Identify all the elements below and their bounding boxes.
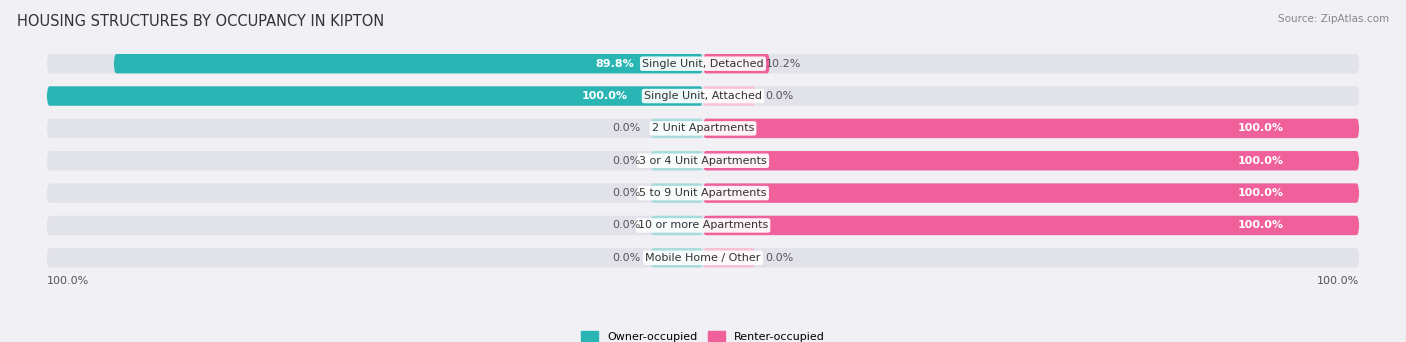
FancyBboxPatch shape (46, 86, 1360, 106)
FancyBboxPatch shape (46, 183, 1360, 203)
Text: 5 to 9 Unit Apartments: 5 to 9 Unit Apartments (640, 188, 766, 198)
FancyBboxPatch shape (703, 183, 1360, 203)
FancyBboxPatch shape (651, 216, 703, 235)
Text: Single Unit, Attached: Single Unit, Attached (644, 91, 762, 101)
FancyBboxPatch shape (651, 248, 703, 267)
Text: 0.0%: 0.0% (613, 188, 641, 198)
FancyBboxPatch shape (46, 86, 703, 106)
Text: 10 or more Apartments: 10 or more Apartments (638, 221, 768, 231)
Text: 100.0%: 100.0% (1237, 188, 1284, 198)
Text: Single Unit, Detached: Single Unit, Detached (643, 59, 763, 69)
FancyBboxPatch shape (703, 248, 755, 267)
Text: 3 or 4 Unit Apartments: 3 or 4 Unit Apartments (640, 156, 766, 166)
Text: 0.0%: 0.0% (613, 253, 641, 263)
FancyBboxPatch shape (651, 119, 703, 138)
FancyBboxPatch shape (46, 248, 1360, 267)
FancyBboxPatch shape (46, 54, 1360, 74)
Legend: Owner-occupied, Renter-occupied: Owner-occupied, Renter-occupied (581, 331, 825, 342)
Text: Source: ZipAtlas.com: Source: ZipAtlas.com (1278, 14, 1389, 24)
FancyBboxPatch shape (46, 151, 1360, 170)
Text: 2 Unit Apartments: 2 Unit Apartments (652, 123, 754, 133)
FancyBboxPatch shape (703, 86, 755, 106)
Text: 100.0%: 100.0% (1237, 156, 1284, 166)
Text: 0.0%: 0.0% (613, 221, 641, 231)
FancyBboxPatch shape (703, 54, 770, 74)
Text: 0.0%: 0.0% (765, 253, 793, 263)
FancyBboxPatch shape (703, 119, 1360, 138)
Text: 100.0%: 100.0% (1237, 123, 1284, 133)
FancyBboxPatch shape (703, 216, 1360, 235)
Text: 100.0%: 100.0% (1317, 276, 1360, 286)
Text: HOUSING STRUCTURES BY OCCUPANCY IN KIPTON: HOUSING STRUCTURES BY OCCUPANCY IN KIPTO… (17, 14, 384, 29)
FancyBboxPatch shape (114, 54, 703, 74)
FancyBboxPatch shape (651, 151, 703, 170)
Text: 0.0%: 0.0% (765, 91, 793, 101)
Text: 10.2%: 10.2% (765, 59, 800, 69)
Text: 89.8%: 89.8% (595, 59, 634, 69)
Text: 100.0%: 100.0% (582, 91, 627, 101)
Text: Mobile Home / Other: Mobile Home / Other (645, 253, 761, 263)
FancyBboxPatch shape (46, 119, 1360, 138)
FancyBboxPatch shape (651, 183, 703, 203)
Text: 100.0%: 100.0% (1237, 221, 1284, 231)
Text: 0.0%: 0.0% (613, 123, 641, 133)
Text: 100.0%: 100.0% (46, 276, 89, 286)
FancyBboxPatch shape (46, 216, 1360, 235)
Text: 0.0%: 0.0% (613, 156, 641, 166)
FancyBboxPatch shape (703, 151, 1360, 170)
